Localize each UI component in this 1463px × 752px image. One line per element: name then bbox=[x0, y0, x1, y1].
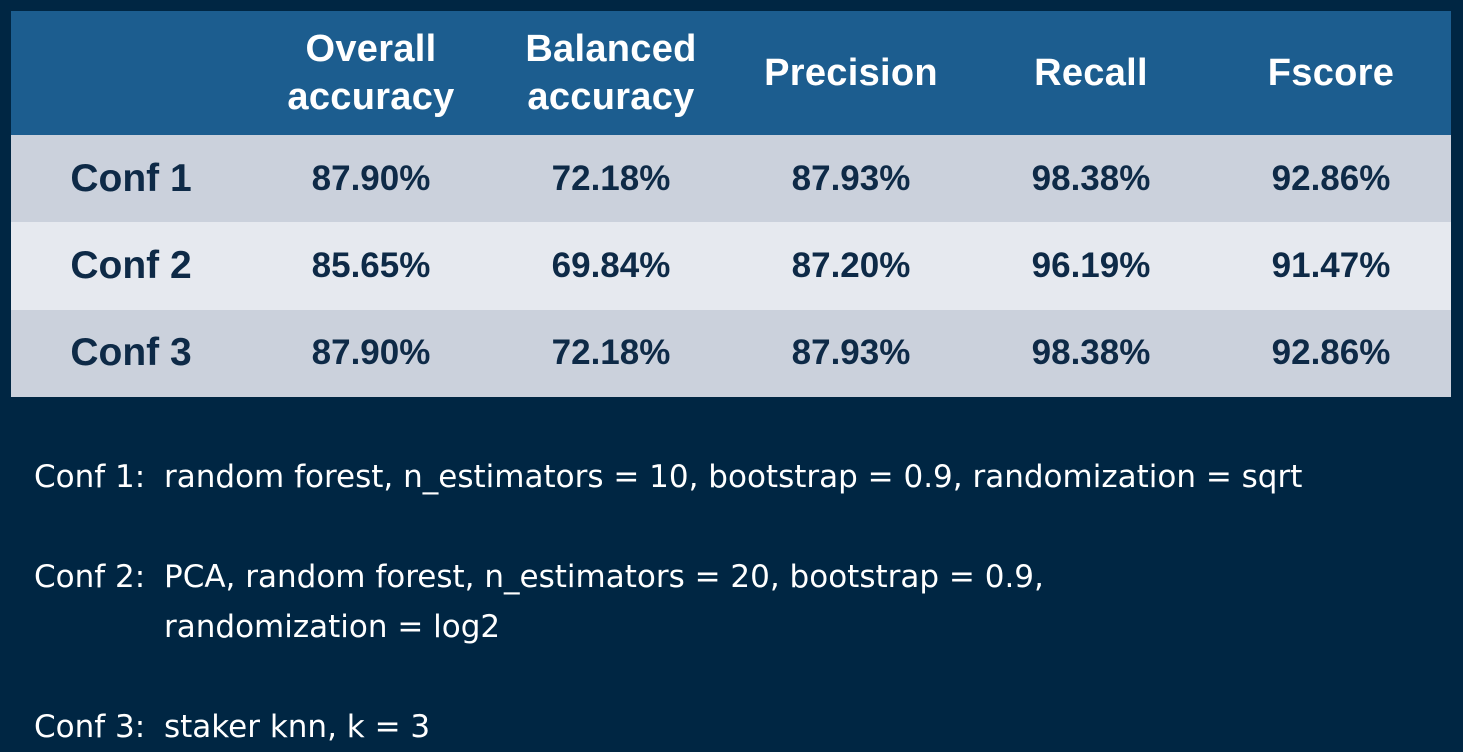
cell-balanced-accuracy: 72.18% bbox=[551, 158, 671, 198]
cell-fscore: 91.47% bbox=[1271, 245, 1391, 285]
cell-balanced-accuracy: 72.18% bbox=[551, 333, 671, 373]
header-precision: Precision bbox=[764, 52, 938, 94]
cell-recall: 98.38% bbox=[1031, 333, 1151, 373]
cell-precision: 87.93% bbox=[791, 158, 911, 198]
note-text: staker knn, k = 3 bbox=[164, 709, 431, 745]
table-row-conf-2: Conf 2 85.65% 69.84% 87.20% 96.19% 91.47… bbox=[11, 222, 1451, 310]
note-key: Conf 2: bbox=[34, 559, 146, 595]
results-table: Overall accuracy Balanced accuracy Preci… bbox=[11, 11, 1451, 397]
note-key: Conf 1: bbox=[34, 459, 146, 495]
cell-precision: 87.20% bbox=[791, 245, 911, 285]
note-conf-3: Conf 3: staker knn, k = 3 bbox=[34, 702, 1444, 752]
cell-recall: 96.19% bbox=[1031, 245, 1151, 285]
header-recall: Recall bbox=[1034, 52, 1148, 94]
note-text: random forest, n_estimators = 10, bootst… bbox=[164, 459, 1303, 495]
cell-overall-accuracy: 87.90% bbox=[311, 333, 431, 373]
cell-recall: 98.38% bbox=[1031, 158, 1151, 198]
note-key: Conf 3: bbox=[34, 709, 146, 745]
note-text: PCA, random forest, n_estimators = 20, b… bbox=[164, 559, 1044, 645]
cell-overall-accuracy: 87.90% bbox=[311, 158, 431, 198]
cell-fscore: 92.86% bbox=[1271, 333, 1391, 373]
cell-fscore: 92.86% bbox=[1271, 158, 1391, 198]
header-cell-empty bbox=[11, 11, 251, 135]
configuration-notes: Conf 1: random forest, n_estimators = 10… bbox=[34, 452, 1444, 752]
table-row-conf-3: Conf 3 87.90% 72.18% 87.93% 98.38% 92.86… bbox=[11, 309, 1451, 397]
header-overall-accuracy: Overall accuracy bbox=[287, 28, 455, 118]
header-balanced-accuracy: Balanced accuracy bbox=[525, 28, 697, 118]
row-label: Conf 3 bbox=[70, 331, 192, 375]
note-conf-2: Conf 2: PCA, random forest, n_estimators… bbox=[34, 552, 1444, 652]
row-label: Conf 1 bbox=[70, 156, 192, 200]
cell-precision: 87.93% bbox=[791, 333, 911, 373]
cell-balanced-accuracy: 69.84% bbox=[551, 245, 671, 285]
row-label: Conf 2 bbox=[70, 243, 192, 287]
table-row-conf-1: Conf 1 87.90% 72.18% 87.93% 98.38% 92.86… bbox=[11, 135, 1451, 223]
note-conf-1: Conf 1: random forest, n_estimators = 10… bbox=[34, 452, 1444, 502]
table-header-row: Overall accuracy Balanced accuracy Preci… bbox=[11, 11, 1451, 135]
header-fscore: Fscore bbox=[1267, 52, 1395, 94]
cell-overall-accuracy: 85.65% bbox=[311, 245, 431, 285]
